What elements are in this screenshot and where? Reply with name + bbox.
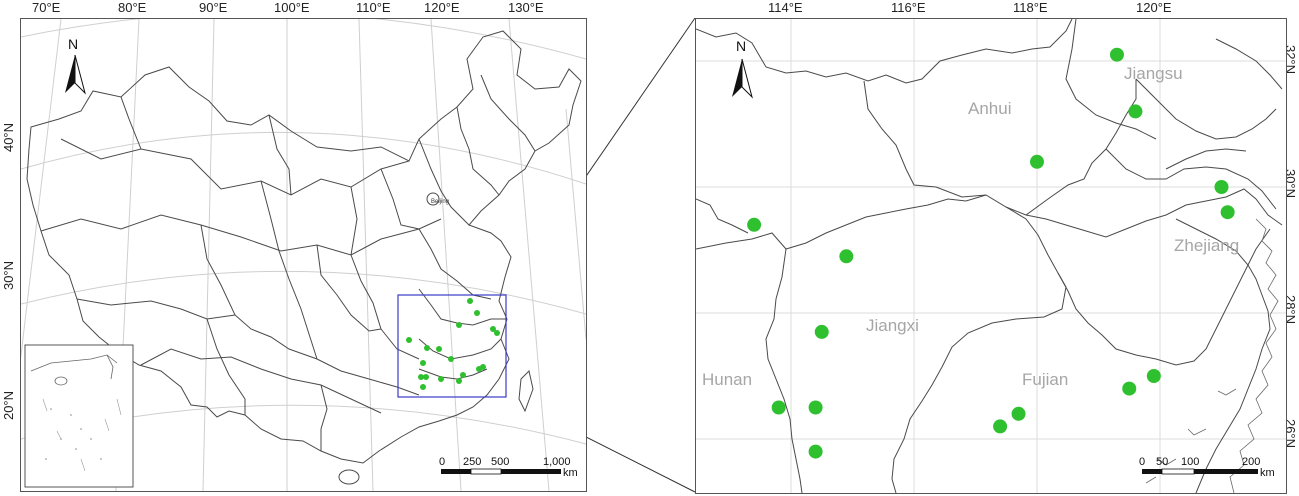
site-marker	[467, 298, 473, 304]
overview-map: Beijing N	[20, 18, 587, 492]
scale-tick: 500	[491, 456, 509, 468]
province-label-jiangxi: Jiangxi	[866, 316, 919, 335]
north-label: N	[736, 38, 746, 54]
study-area-map-canvas: Anhui Jiangsu Zhejiang Jiangxi Fujian Hu…	[696, 19, 1286, 493]
site-marker	[1220, 205, 1235, 220]
scale-tick: 250	[463, 456, 481, 468]
province-label-zhejiang: Zhejiang	[1174, 236, 1239, 255]
country-outline	[26, 30, 582, 485]
scale-tick: 100	[1181, 456, 1199, 468]
site-marker	[424, 345, 430, 351]
site-marker	[1214, 180, 1229, 194]
scale-tick: 200	[1242, 456, 1260, 468]
site-marker	[1122, 381, 1137, 396]
left-lon-labels: 70°E 80°E 90°E 100°E 110°E 120°E 130°E	[0, 0, 600, 18]
site-marker	[423, 374, 429, 380]
lon-label: 116°E	[891, 0, 926, 15]
site-marker	[839, 249, 854, 264]
lon-label: 120°E	[1136, 0, 1172, 15]
north-arrow-icon: N	[732, 38, 753, 99]
site-marker	[480, 364, 486, 370]
scale-unit: km	[1260, 467, 1275, 479]
scale-tick: 1,000	[543, 456, 571, 468]
province-label-jiangsu: Jiangsu	[1124, 64, 1183, 83]
lon-label: 110°E	[356, 0, 391, 15]
site-marker	[494, 330, 500, 336]
site-marker	[814, 324, 829, 339]
scale-bar: 0 250 500 1,000 km	[439, 456, 578, 479]
north-label: N	[68, 36, 78, 52]
coastline	[1145, 218, 1279, 493]
province-label-anhui: Anhui	[968, 99, 1011, 118]
lon-label: 118°E	[1013, 0, 1048, 15]
study-sites	[747, 47, 1235, 459]
scale-tick: 0	[1139, 456, 1145, 468]
site-marker	[436, 346, 442, 352]
study-area-map: Anhui Jiangsu Zhejiang Jiangxi Fujian Hu…	[695, 18, 1287, 494]
site-marker	[808, 400, 823, 415]
site-marker	[420, 360, 426, 366]
lon-label: 120°E	[424, 0, 460, 15]
province-boundaries	[696, 19, 1283, 493]
lon-label: 70°E	[32, 0, 61, 15]
province-label-hunan: Hunan	[702, 370, 752, 389]
scale-bar: 0 50 100 200 km	[1139, 456, 1275, 479]
north-arrow-icon: N	[65, 36, 86, 95]
site-marker	[474, 310, 480, 316]
site-marker	[420, 384, 426, 390]
site-marker	[456, 378, 462, 384]
graticule	[696, 19, 1286, 493]
scale-unit: km	[563, 467, 578, 479]
province-label-fujian: Fujian	[1022, 370, 1068, 389]
lon-label: 90°E	[199, 0, 228, 15]
site-marker	[771, 400, 786, 415]
site-marker	[1030, 154, 1044, 169]
lon-label: 130°E	[508, 0, 544, 15]
lat-label: 20°N	[1, 390, 17, 421]
site-marker	[1146, 369, 1161, 383]
site-marker	[1128, 104, 1143, 119]
overview-sites	[406, 298, 500, 390]
site-marker	[460, 372, 466, 378]
lat-label: 40°N	[1, 122, 17, 153]
site-marker	[456, 322, 462, 328]
lat-label: 30°N	[1, 260, 17, 291]
site-marker	[418, 374, 424, 380]
site-marker	[1011, 406, 1026, 421]
overview-map-canvas: Beijing N	[21, 19, 586, 491]
site-marker	[747, 217, 762, 232]
study-area-box	[397, 294, 507, 398]
site-marker	[1109, 47, 1124, 62]
scale-tick: 50	[1156, 456, 1168, 468]
right-lon-labels: 114°E 116°E 118°E 120°E	[695, 0, 1285, 18]
lon-label: 114°E	[768, 0, 803, 15]
site-marker	[448, 356, 454, 362]
south-china-sea-inset	[24, 344, 134, 488]
lon-label: 80°E	[118, 0, 147, 15]
site-marker	[490, 326, 496, 332]
site-marker	[406, 337, 412, 343]
site-marker	[808, 444, 823, 459]
beijing-label: Beijing	[431, 199, 449, 205]
lon-label: 100°E	[274, 0, 310, 15]
site-marker	[993, 419, 1008, 434]
scale-tick: 0	[439, 456, 445, 468]
site-marker	[438, 376, 444, 382]
